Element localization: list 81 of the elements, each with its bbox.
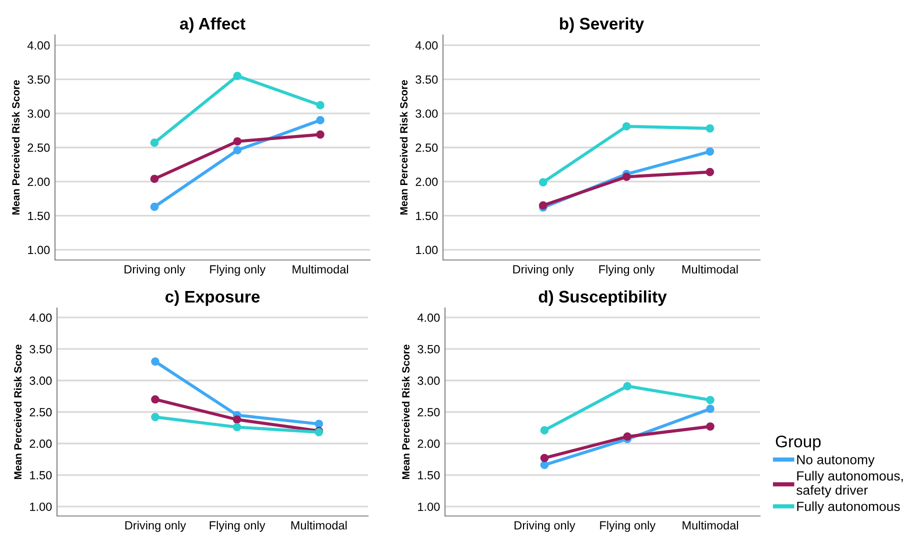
point [150,174,159,184]
legend-label: Fully autonomous, safety driver [796,470,903,498]
x-tick-label: Flying only [599,264,655,276]
chart-title: b) Severity [560,17,644,33]
point [151,395,160,404]
y-tick-label: 4.00 [415,41,438,50]
y-tick-label: 2.50 [28,144,50,152]
x-tick-label: Flying only [210,520,266,532]
legend-title: Group [776,436,821,451]
y-tick-label: 3.50 [418,345,440,354]
y-tick-label: 3.00 [28,109,50,118]
point [150,138,159,147]
chart-title: c) Exposure [165,290,260,306]
y-tick-label: 4.00 [27,41,50,50]
point [316,116,324,124]
y-tick-label: 1.50 [416,212,438,220]
chart-title: d) Susceptibility [538,290,667,306]
y-tick-label: 1.00 [28,246,50,254]
x-tick-label: Flying only [210,264,266,276]
x-tick-label: Driving only [513,264,574,276]
point [316,101,324,110]
chart-title: a) Affect [180,17,246,33]
x-tick-label: Driving only [124,264,186,276]
y-tick-label: 1.50 [30,471,52,480]
y-tick-label: 3.50 [416,75,438,84]
point [232,422,242,432]
point [622,122,631,131]
point [233,137,242,146]
y-tick-label: 2.00 [418,440,440,448]
legend-label: Fully autonomous [797,501,900,514]
y-tick-label: 2.00 [28,178,50,186]
x-tick-label: Driving only [514,520,576,532]
y-axis-title: Mean Perceived Risk Score [12,80,20,215]
legend-label: No autonomy [797,455,875,467]
point [233,72,242,80]
point [151,412,160,422]
y-tick-label: 2.50 [416,144,438,152]
y-tick-label: 2.00 [30,440,52,448]
point [706,124,714,133]
point [706,404,714,414]
point [150,202,159,211]
y-tick-label: 3.00 [418,376,440,385]
point [706,168,714,176]
point [151,357,160,366]
y-tick-label: 1.50 [418,471,440,480]
y-axis-title: Mean Perceived Risk Score [400,80,408,215]
y-tick-label: 3.50 [30,345,52,354]
y-tick-label: 1.00 [416,246,438,254]
point [706,147,714,156]
x-tick-label: Driving only [125,520,186,532]
y-axis-title: Mean Perceived Risk Score [14,344,22,480]
point [622,172,631,181]
point [314,420,324,428]
point [232,415,242,424]
point [233,146,242,154]
point [706,396,714,404]
y-tick-label: 4.00 [417,313,440,322]
x-tick-label: Multimodal [682,520,738,530]
y-tick-label: 3.50 [28,75,50,84]
point [540,426,549,434]
y-axis-title: Mean Perceived Risk Score [402,344,410,480]
point [540,454,549,462]
y-tick-label: 2.00 [416,178,438,186]
point [623,382,632,390]
x-tick-label: Multimodal [291,520,347,530]
y-tick-label: 1.00 [30,502,52,511]
x-tick-label: Flying only [600,520,656,532]
y-tick-label: 2.50 [30,408,52,416]
point [540,460,549,470]
y-tick-label: 4.00 [29,313,52,322]
x-tick-label: Multimodal [682,264,738,274]
y-tick-label: 3.00 [30,376,52,385]
point [538,178,548,186]
y-tick-label: 1.50 [28,212,50,220]
point [316,130,324,139]
point [623,432,632,441]
y-tick-label: 1.00 [418,502,440,511]
point [706,422,714,431]
y-tick-label: 2.50 [418,408,440,416]
x-tick-label: Multimodal [292,264,348,274]
y-tick-label: 3.00 [416,109,438,118]
